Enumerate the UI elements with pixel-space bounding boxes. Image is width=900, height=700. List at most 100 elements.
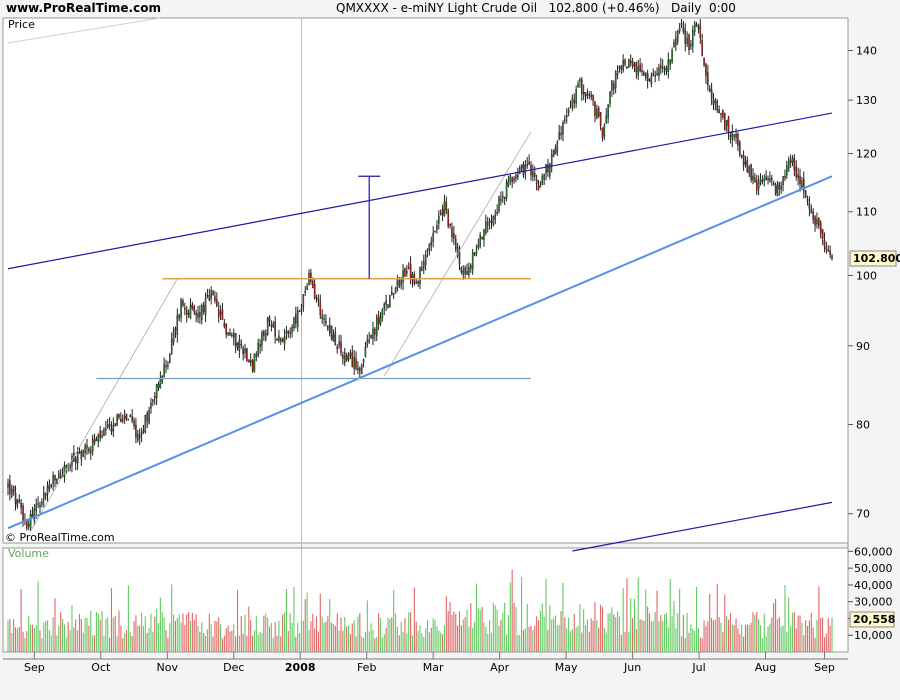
volume-bar <box>353 620 355 652</box>
candle-body <box>673 41 675 48</box>
candle-body <box>76 452 79 464</box>
candle-body <box>312 280 314 288</box>
volume-bar <box>609 613 611 652</box>
candle-body <box>16 499 19 507</box>
volume-bar <box>769 623 771 652</box>
price-tick-label: 80 <box>856 419 870 432</box>
candle-body <box>799 176 801 184</box>
volume-bar <box>669 578 671 652</box>
candle-body <box>513 178 515 181</box>
candle-body <box>507 181 510 187</box>
volume-bar <box>129 632 131 652</box>
volume-bar <box>336 613 338 652</box>
candle-body <box>607 104 609 119</box>
candle-body <box>699 24 702 38</box>
volume-bar <box>24 637 26 652</box>
volume-bar <box>107 617 109 652</box>
candle-body <box>701 40 703 57</box>
candle-body <box>355 358 357 369</box>
site-name[interactable]: www.ProRealTime.com <box>6 1 161 15</box>
volume-bar <box>58 625 60 652</box>
candle-body <box>338 341 340 346</box>
volume-bar <box>229 631 231 652</box>
candle-body <box>633 64 636 67</box>
candle-body <box>155 383 158 398</box>
candle-body <box>718 109 720 113</box>
candle-body <box>342 354 344 360</box>
volume-bar <box>496 609 498 652</box>
candle-body <box>609 91 611 104</box>
volume-bar <box>720 622 722 652</box>
volume-bar <box>816 619 818 652</box>
candle-body <box>172 331 175 343</box>
volume-bar <box>88 625 90 652</box>
candle-body <box>391 291 393 296</box>
candle-body <box>12 486 15 493</box>
volume-bar <box>658 621 660 652</box>
volume-bar <box>56 635 58 652</box>
candle-body <box>518 167 521 174</box>
candle-body <box>289 332 291 334</box>
candle-body <box>357 368 359 371</box>
volume-bar <box>430 627 432 652</box>
candle-body <box>714 100 717 103</box>
volume-bar <box>592 620 594 652</box>
candle-body <box>812 211 814 220</box>
volume-bar <box>300 621 303 652</box>
volume-bar <box>647 606 649 652</box>
candle-body <box>257 342 259 356</box>
volume-bar <box>729 613 731 652</box>
volume-bar <box>575 627 577 652</box>
volume-bar <box>35 625 37 652</box>
candle-body <box>296 310 299 327</box>
candle-body <box>629 60 632 64</box>
volume-bar <box>479 610 481 652</box>
trend-annotations <box>7 112 833 552</box>
volume-bar <box>368 631 370 652</box>
volume-bar <box>470 603 472 652</box>
candle-body <box>763 178 766 182</box>
candle-body <box>596 109 598 119</box>
candle-body <box>438 216 440 224</box>
volume-bar <box>447 611 449 652</box>
volume-bar <box>464 617 466 652</box>
volume-bar <box>443 625 446 652</box>
volume-bar <box>739 634 741 652</box>
candle-body <box>460 267 463 273</box>
volume-bar <box>297 622 299 652</box>
volume-bar <box>536 616 538 652</box>
candle-body <box>708 87 711 92</box>
volume-bar <box>67 621 69 652</box>
price-panel[interactable] <box>2 17 849 544</box>
candle-body <box>343 352 346 363</box>
volume-bar <box>178 614 180 652</box>
price-tick-label: 110 <box>856 206 877 219</box>
candle-body <box>456 247 459 256</box>
volume-bar <box>566 628 568 652</box>
candle-body <box>362 359 365 363</box>
volume-bar <box>112 617 114 652</box>
volume-bar <box>389 619 391 652</box>
volume-bar <box>596 620 598 652</box>
candle-body <box>227 332 229 335</box>
candle-body <box>644 72 647 79</box>
volume-bar <box>270 623 272 652</box>
candle-body <box>10 488 13 497</box>
candle-body <box>451 227 453 238</box>
candle-body <box>184 308 186 310</box>
volume-bar <box>7 620 9 652</box>
candle-body <box>652 73 655 76</box>
volume-bar <box>325 621 327 652</box>
candle-body <box>328 324 331 334</box>
volume-bar <box>553 618 555 652</box>
candle-body <box>287 330 290 334</box>
price-label: Price <box>8 18 35 31</box>
candle-body <box>302 294 305 307</box>
candle-body <box>14 492 17 504</box>
volume-bar <box>342 630 344 652</box>
volume-tick-label: 40,000 <box>854 579 893 592</box>
candle-body <box>528 161 530 165</box>
volume-bar <box>312 613 314 652</box>
volume-bar <box>84 617 86 652</box>
